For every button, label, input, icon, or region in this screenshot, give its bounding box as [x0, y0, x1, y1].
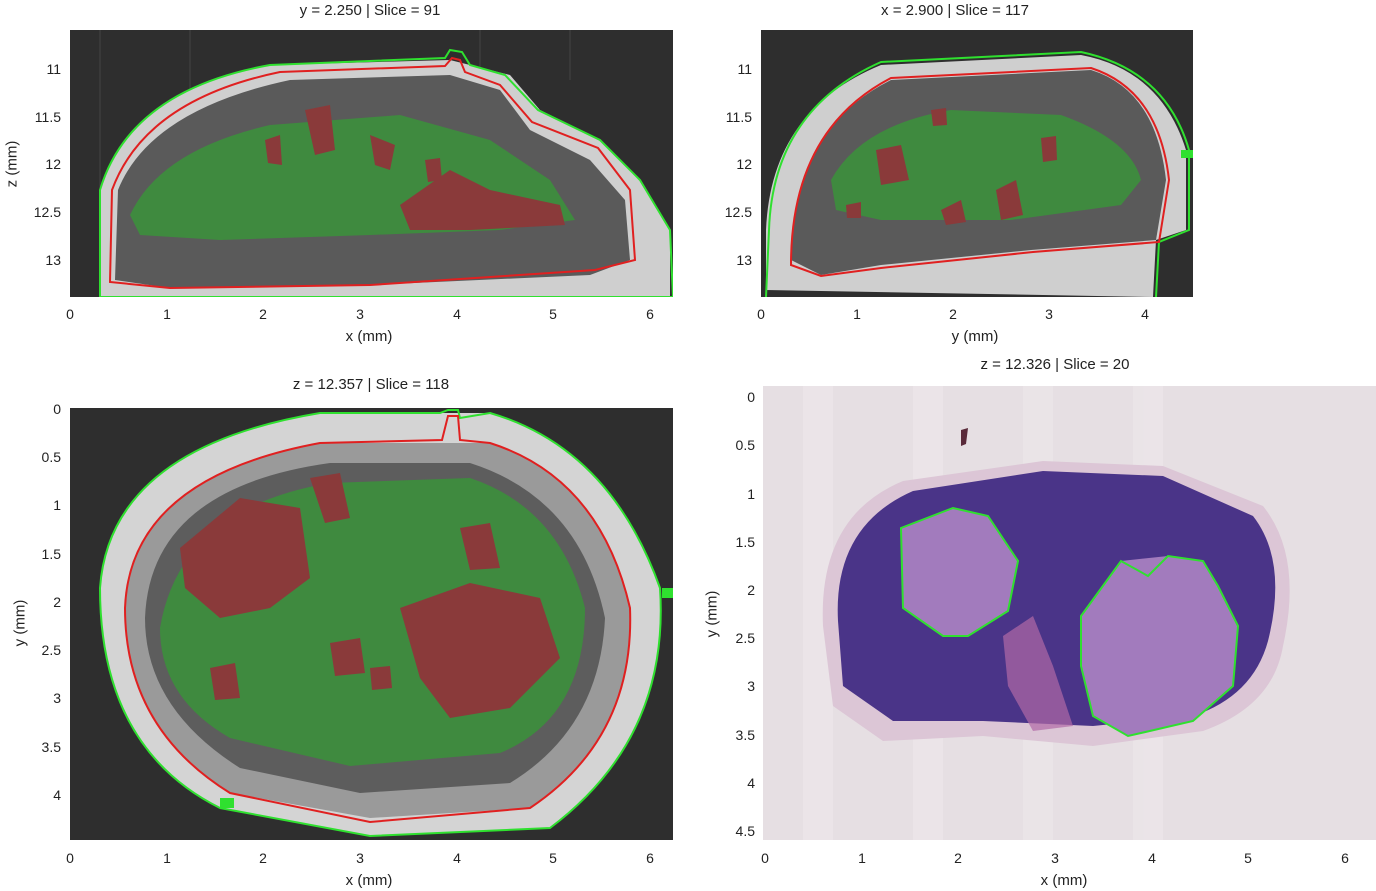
- y-tick-label: 1.5: [735, 534, 755, 550]
- x-tick-label: 5: [549, 306, 557, 322]
- x-tick-label: 3: [356, 850, 364, 866]
- panel-title: y = 2.250 | Slice = 91: [299, 2, 441, 19]
- y-tick-label: 0.5: [735, 437, 755, 453]
- ultrasound-image: [70, 30, 673, 297]
- y-tick-label: 4: [747, 775, 755, 791]
- y-tick-label: 3: [747, 678, 755, 694]
- y-tick-label: 0: [53, 401, 61, 417]
- x-tick-label: 3: [1045, 306, 1053, 322]
- y-axis-label: y (mm): [11, 599, 29, 647]
- ultrasound-image: [70, 408, 673, 840]
- histology-image: [763, 386, 1376, 840]
- y-axis-label: y (mm): [703, 590, 721, 638]
- x-tick-label: 1: [858, 850, 866, 866]
- x-axis-label: y (mm): [951, 328, 999, 345]
- x-tick-label: 3: [1051, 850, 1059, 866]
- x-tick-label: 5: [549, 850, 557, 866]
- y-tick-label: 2: [53, 594, 61, 610]
- x-tick-label: 1: [163, 306, 171, 322]
- y-tick-label: 1: [53, 497, 61, 513]
- y-tick-label: 11.5: [725, 109, 752, 125]
- panel-title: x = 2.900 | Slice = 117: [881, 2, 1029, 19]
- panel-title: z = 12.326 | Slice = 20: [980, 356, 1130, 373]
- y-tick-label: 12.5: [33, 204, 61, 220]
- y-tick-label: 0.5: [41, 449, 61, 465]
- x-tick-label: 0: [757, 306, 765, 322]
- y-tick-label: 12: [45, 156, 61, 172]
- y-tick-label: 0: [747, 389, 755, 405]
- y-axis-label: z (mm): [3, 140, 21, 188]
- x-axis-label: x (mm): [1040, 872, 1088, 889]
- x-tick-label: 0: [761, 850, 769, 866]
- x-tick-label: 1: [163, 850, 171, 866]
- x-axis-label: x (mm): [345, 872, 393, 889]
- x-tick-label: 6: [646, 850, 654, 866]
- y-tick-label: 11.5: [34, 109, 61, 125]
- y-tick-label: 3.5: [735, 727, 755, 743]
- x-tick-label: 6: [1341, 850, 1349, 866]
- y-tick-label: 3.5: [41, 739, 61, 755]
- x-tick-label: 2: [259, 850, 267, 866]
- y-tick-label: 11: [46, 61, 61, 77]
- y-tick-label: 4: [53, 787, 61, 803]
- y-tick-label: 2: [747, 582, 755, 598]
- x-tick-label: 1: [853, 306, 861, 322]
- x-tick-label: 5: [1244, 850, 1252, 866]
- x-tick-label: 2: [954, 850, 962, 866]
- y-tick-label: 12: [736, 156, 752, 172]
- x-tick-label: 0: [66, 850, 74, 866]
- x-tick-label: 4: [453, 850, 461, 866]
- x-tick-label: 3: [356, 306, 364, 322]
- x-tick-label: 4: [1148, 850, 1156, 866]
- y-tick-label: 2.5: [41, 642, 61, 658]
- x-tick-label: 0: [66, 306, 74, 322]
- y-tick-label: 2.5: [735, 630, 755, 646]
- x-axis-label: x (mm): [345, 328, 393, 345]
- ultrasound-image: [761, 30, 1193, 297]
- y-tick-label: 12.5: [724, 204, 752, 220]
- y-tick-label: 3: [53, 690, 61, 706]
- y-tick-label: 1.5: [41, 546, 61, 562]
- y-tick-label: 13: [45, 252, 61, 268]
- x-tick-label: 2: [259, 306, 267, 322]
- x-tick-label: 4: [453, 306, 461, 322]
- y-tick-label: 11: [737, 61, 752, 77]
- y-tick-label: 13: [736, 252, 752, 268]
- y-tick-label: 1: [747, 486, 755, 502]
- x-tick-label: 2: [949, 306, 957, 322]
- x-tick-label: 4: [1141, 306, 1149, 322]
- y-tick-label: 4.5: [735, 823, 755, 839]
- panel-title: z = 12.357 | Slice = 118: [292, 376, 450, 393]
- x-tick-label: 6: [646, 306, 654, 322]
